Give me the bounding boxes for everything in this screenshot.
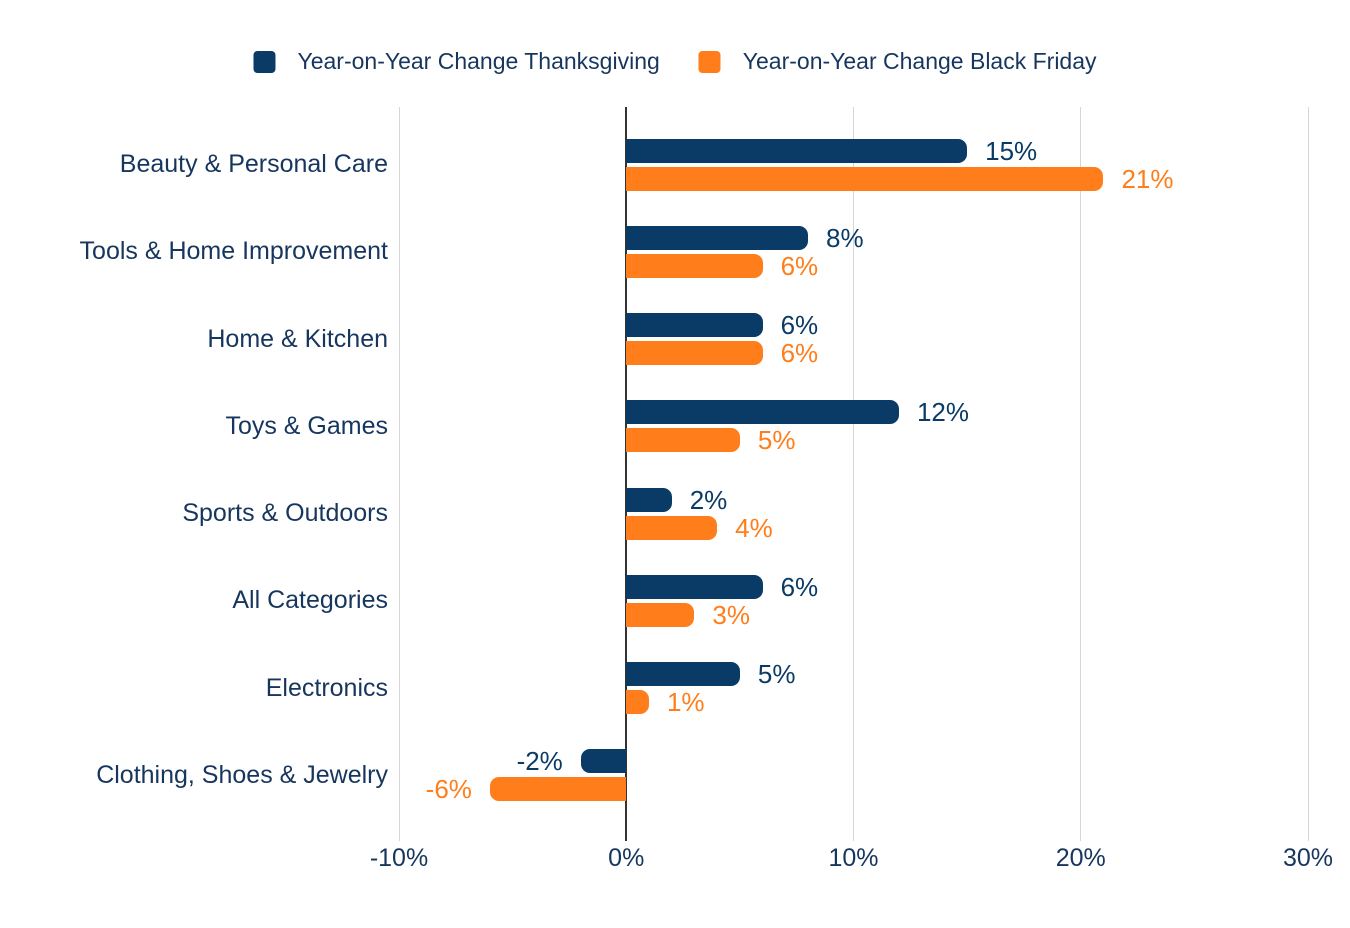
black-friday-value-label: 4% <box>735 512 773 543</box>
category-row: Beauty & Personal Care 15% 21% <box>0 121 1350 208</box>
plot-rows: Beauty & Personal Care 15% 21% Tools & Home… <box>0 107 1350 833</box>
category-row: Clothing, Shoes & Jewelry -2% -6% <box>0 732 1350 819</box>
thanksgiving-value-label: 5% <box>757 659 796 690</box>
thanksgiving-bar <box>626 313 763 338</box>
category-label: All Categories <box>232 586 388 615</box>
black-friday-bar <box>489 777 627 802</box>
black-friday-value-label: 1% <box>666 687 705 718</box>
gridline-20 <box>1080 107 1082 841</box>
black-friday-bar <box>626 253 763 278</box>
black-friday-bar <box>626 341 763 366</box>
category-label: Tools & Home Improvement <box>79 237 388 266</box>
thanksgiving-bar <box>626 138 968 163</box>
plot-gridlines <box>398 107 1309 841</box>
category-row: Toys & Games 12% 5% <box>0 383 1350 470</box>
black-friday-value-label: 6% <box>780 338 819 369</box>
thanksgiving-value-label: 15% <box>985 135 1038 166</box>
thanksgiving-bar <box>626 487 672 512</box>
black-friday-value-label: 3% <box>712 599 750 630</box>
gridline-30 <box>1307 107 1309 841</box>
black-friday-bar <box>626 515 718 540</box>
x-tick-label-20: 20% <box>1055 844 1106 872</box>
bar-zone: 6% 3% <box>399 557 1308 644</box>
thanksgiving-bar <box>626 574 763 599</box>
category-row: All Categories 6% 3% <box>0 557 1350 644</box>
thanksgiving-bar <box>626 400 899 425</box>
legend-label-thanksgiving: Year-on-Year Change Thanksgiving <box>297 48 660 74</box>
black-friday-bar <box>626 428 740 453</box>
legend-swatch-thanksgiving <box>253 50 276 73</box>
thanksgiving-bar <box>580 749 627 774</box>
bar-zone: -2% -6% <box>399 732 1308 819</box>
category-label: Toys & Games <box>225 411 388 440</box>
x-tick-label-30: 30% <box>1282 844 1334 872</box>
category-row: Home & Kitchen 6% 6% <box>0 296 1350 383</box>
bar-zone: 15% 21% <box>399 121 1308 208</box>
black-friday-bar <box>626 166 1104 191</box>
bar-zone: 5% 1% <box>399 645 1308 732</box>
legend-label-black-friday: Year-on-Year Change Black Friday <box>742 48 1097 74</box>
gridline-10 <box>853 107 854 841</box>
bar-zone: 2% 4% <box>399 470 1308 557</box>
x-axis: -10% 0% 10% 20% 30% <box>370 844 1333 876</box>
x-tick-label-0: 0% <box>608 844 645 872</box>
bar-zone: 12% 5% <box>399 383 1308 470</box>
legend-item-thanksgiving[interactable]: Year-on-Year Change Thanksgiving <box>253 48 660 75</box>
thanksgiving-value-label: -2% <box>516 746 563 777</box>
bar-zone: 8% 6% <box>399 208 1308 295</box>
x-tick-label-10: 10% <box>828 844 879 872</box>
category-label: Home & Kitchen <box>207 324 388 353</box>
thanksgiving-value-label: 6% <box>780 571 819 602</box>
thanksgiving-value-label: 12% <box>916 397 969 428</box>
category-label: Clothing, Shoes & Jewelry <box>96 760 388 789</box>
thanksgiving-value-label: 6% <box>780 310 819 341</box>
thanksgiving-value-label: 2% <box>689 484 728 515</box>
thanksgiving-value-label: 8% <box>826 222 864 253</box>
gridline--10 <box>398 107 400 841</box>
category-label: Sports & Outdoors <box>182 499 388 528</box>
thanksgiving-bar <box>626 225 809 250</box>
category-row: Electronics 5% 1% <box>0 645 1350 732</box>
black-friday-bar <box>626 602 695 627</box>
thanksgiving-bar <box>626 662 740 687</box>
legend-swatch-black-friday <box>698 50 721 73</box>
black-friday-value-label: 21% <box>1121 163 1174 194</box>
category-label: Beauty & Personal Care <box>119 150 388 179</box>
category-row: Sports & Outdoors 2% 4% <box>0 470 1350 557</box>
black-friday-value-label: 6% <box>780 250 819 281</box>
x-tick-label--10: -10% <box>369 844 429 872</box>
black-friday-bar <box>626 690 649 715</box>
category-row: Tools & Home Improvement 8% 6% <box>0 208 1350 295</box>
black-friday-value-label: 5% <box>757 425 796 456</box>
category-label: Electronics <box>265 673 388 702</box>
black-friday-value-label: -6% <box>425 774 472 805</box>
bar-zone: 6% 6% <box>399 296 1308 383</box>
chart-legend: Year-on-Year Change Thanksgiving Year-on… <box>253 48 1097 75</box>
gridline-0 <box>625 107 628 841</box>
legend-item-black-friday[interactable]: Year-on-Year Change Black Friday <box>698 48 1097 75</box>
